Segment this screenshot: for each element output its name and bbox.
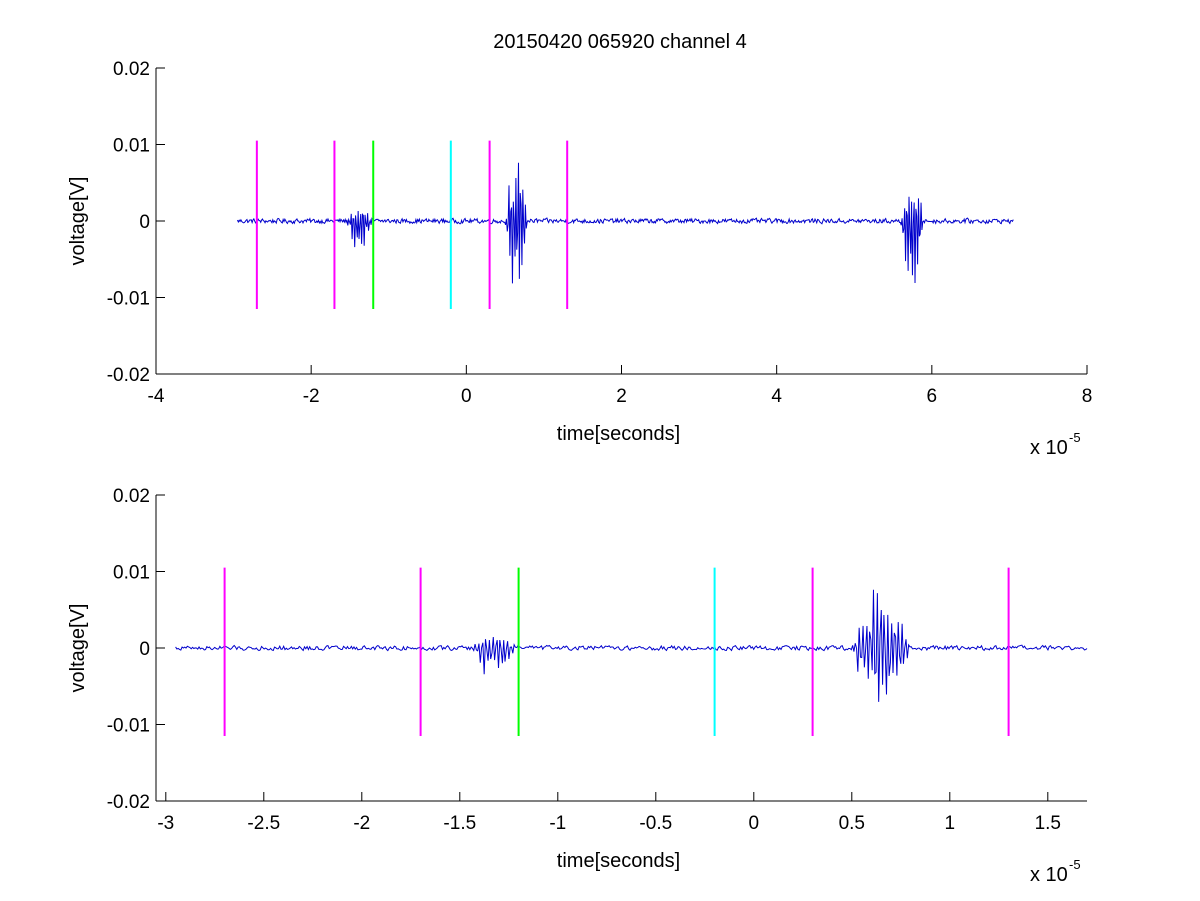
x-tick-label: -2.5 [247,813,280,834]
x-tick-label: -0.5 [639,813,672,834]
x-tick-label: -1.5 [443,813,476,834]
top-plot: -4 -2 0 2 4 6 8 0.02 0.01 0 -0.01 -0.02 time[seconds… [67,59,1092,459]
x-multiplier-exponent: -5 [1069,857,1081,872]
y-axis-label: voltage[V] [67,177,89,266]
x-tick-label: -2 [303,386,320,407]
x-axis-label: time[seconds] [557,423,680,445]
x-multiplier-label: x 10 [1030,864,1068,886]
y-tick-label: 0 [139,639,150,660]
x-tick-label: 6 [927,386,938,407]
x-tick-label: -3 [157,813,174,834]
x-tick-label: 4 [771,386,782,407]
x-tick-label: 0 [749,813,760,834]
x-multiplier-exponent: -5 [1069,430,1081,445]
chart-title: 20150420 065920 channel 4 [493,31,747,53]
signal-trace [175,589,1088,702]
y-tick-label: 0.02 [113,59,150,80]
y-tick-label: 0.01 [113,136,150,157]
y-tick-label: 0.01 [113,563,150,584]
y-tick-label: -0.02 [107,792,150,813]
y-axis-label: voltage[V] [67,604,89,693]
y-tick-label: 0 [139,212,150,233]
x-tick-label: -4 [148,386,165,407]
y-tick-label: -0.01 [107,289,150,310]
y-tick-label: -0.01 [107,716,150,737]
x-tick-label: 1.5 [1035,813,1061,834]
y-tick-label: 0.02 [113,486,150,507]
x-axis-label: time[seconds] [557,850,680,872]
x-tick-label: 0.5 [839,813,865,834]
x-tick-label: 8 [1082,386,1093,407]
x-tick-label: 0 [461,386,472,407]
bottom-plot: -3 -2.5 -2 -1.5 -1 -0.5 0 0.5 1 1.5 0.02 0.01 0 -0.01… [67,486,1088,886]
x-tick-label: -2 [353,813,370,834]
x-tick-label: -1 [549,813,566,834]
y-tick-label: -0.02 [107,365,150,386]
signal-trace [237,162,1014,284]
x-tick-label: 1 [945,813,956,834]
x-tick-label: 2 [616,386,627,407]
x-multiplier-label: x 10 [1030,437,1068,459]
